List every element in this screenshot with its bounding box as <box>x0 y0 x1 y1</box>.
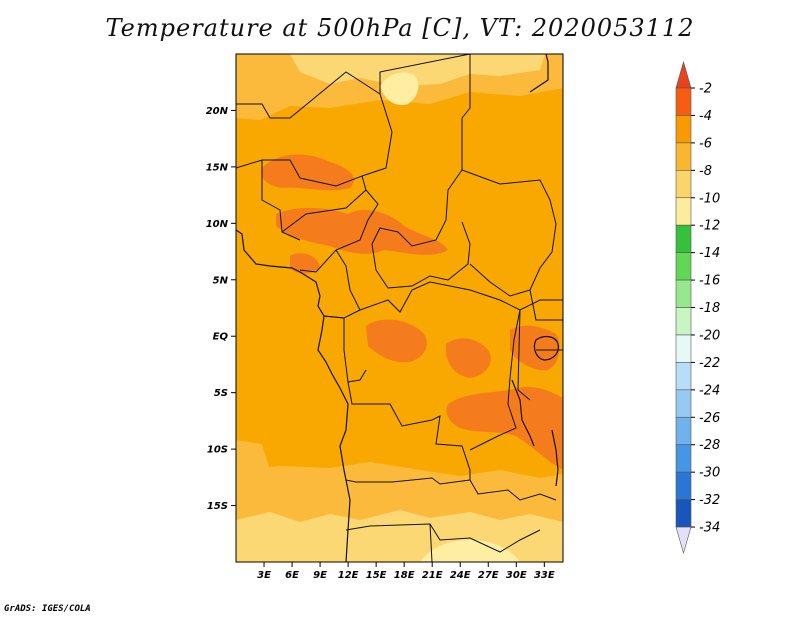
coast-lake-tanganyika <box>511 379 535 447</box>
colorbar-top-arrow <box>675 60 692 89</box>
colorbar-swatch <box>675 142 692 171</box>
lat-tick-label: EQ <box>213 332 229 343</box>
border-algeria-mali <box>236 53 471 119</box>
colorbar-label: -10 <box>699 191 720 206</box>
colorbar-swatch <box>675 499 692 528</box>
border-chad-sudan <box>371 169 463 247</box>
colorbar-swatch <box>675 87 692 116</box>
coast-lake-victoria <box>533 335 559 361</box>
lon-tick-label: 30E <box>506 570 527 581</box>
coastline <box>235 53 559 563</box>
longitude-axis: 3E 6E 9E 12E 15E 18E 21E 24E 27E 30E 33E <box>257 562 555 581</box>
field-warm-rift <box>446 386 563 470</box>
colorbar: -2 -4 -6 -8 -10 -12 -14 -16 -18 -20 -22 -24 -26 -28 -3… <box>675 60 720 555</box>
border-drc-east <box>469 309 521 451</box>
field-cool-west-strip <box>236 440 270 490</box>
coast-west-africa <box>235 229 351 563</box>
lat-tick-label: 15S <box>207 501 228 512</box>
field-warm-sahel <box>261 154 354 191</box>
colorbar-swatch <box>675 252 692 281</box>
colorbar-label: -20 <box>699 328 720 343</box>
colorbar-swatch <box>675 334 692 363</box>
colorbar-swatch <box>675 389 692 418</box>
colorbar-swatch <box>675 279 692 308</box>
colorbar-swatch <box>675 471 692 500</box>
border-niger-chad <box>361 93 393 177</box>
border-botswana <box>345 523 541 553</box>
country-borders <box>235 53 563 563</box>
border-zambia <box>469 479 557 501</box>
field-cooler-north <box>290 54 545 86</box>
latitude-axis: 20N 15N 10N 5N EQ 5S 10S 15S <box>206 106 236 512</box>
border-angola-south <box>345 477 471 485</box>
border-sudan-east <box>461 169 557 297</box>
border-gabon <box>323 315 367 383</box>
lon-tick-label: 33E <box>534 570 555 581</box>
border-nigeria <box>281 189 379 273</box>
field-warm-congo <box>366 319 427 363</box>
colorbar-swatch <box>675 224 692 253</box>
colorbar-label: -32 <box>699 493 720 508</box>
border-namibia <box>429 523 433 563</box>
border-sahel-south <box>235 159 301 241</box>
grads-credit: GrADS: IGES/COLA <box>4 604 91 614</box>
colorbar-swatch <box>675 197 692 226</box>
lon-tick-label: 21E <box>422 570 443 581</box>
lat-tick-label: 10N <box>206 219 229 230</box>
colorbar-label: -2 <box>699 82 712 97</box>
field-coolest-south <box>420 540 520 562</box>
lon-tick-label: 6E <box>285 570 299 581</box>
field-warm-central <box>445 338 491 378</box>
border-congo <box>359 281 563 313</box>
colorbar-swatch <box>675 416 692 446</box>
colorbar-label: -6 <box>699 136 712 151</box>
colorbar-label: -8 <box>699 164 712 179</box>
lat-tick-label: 5N <box>213 275 229 286</box>
field-coolest-north <box>380 72 419 106</box>
temperature-field <box>236 54 563 562</box>
colorbar-swatch <box>675 115 692 144</box>
colorbar-label: -14 <box>699 246 720 261</box>
colorbar-swatch <box>675 362 692 391</box>
colorbar-label: -28 <box>699 438 720 453</box>
colorbar-label: -30 <box>699 466 720 481</box>
lon-tick-label: 3E <box>257 570 271 581</box>
field-warm-west <box>290 253 320 274</box>
colorbar-label: -4 <box>699 109 712 124</box>
lat-tick-label: 15N <box>206 162 229 173</box>
border-drc-west <box>347 381 471 480</box>
lon-tick-label: 9E <box>313 570 327 581</box>
chart-title: Temperature at 500hPa [C], VT: 202005311… <box>105 14 695 42</box>
colorbar-bottom-arrow <box>675 526 692 555</box>
colorbar-label: -16 <box>699 274 720 289</box>
lat-tick-label: 5S <box>214 388 228 399</box>
border-car <box>371 221 471 289</box>
lon-tick-label: 18E <box>394 570 415 581</box>
field-cooler-south <box>236 510 563 562</box>
colorbar-label: -22 <box>699 356 720 371</box>
coast-red-sea <box>529 53 549 93</box>
lat-tick-label: 10S <box>207 445 228 456</box>
border-libya-egypt <box>461 54 471 170</box>
colorbar-label: -24 <box>699 383 720 398</box>
lon-tick-label: 27E <box>478 570 499 581</box>
coast-lake-malawi <box>551 429 559 487</box>
colorbar-label: -18 <box>699 301 720 316</box>
lon-tick-label: 15E <box>366 570 387 581</box>
lat-tick-label: 20N <box>206 106 229 117</box>
colorbar-swatch <box>675 170 692 199</box>
field-warm-chad <box>276 207 448 255</box>
border-mali-niger <box>262 159 367 191</box>
map-frame <box>235 53 564 563</box>
colorbar-swatch <box>675 444 692 473</box>
lon-tick-label: 12E <box>338 570 359 581</box>
colorbar-label: -34 <box>699 521 720 536</box>
colorbar-label: -26 <box>699 411 720 426</box>
lon-tick-label: 24E <box>450 570 471 581</box>
colorbar-label: -12 <box>699 219 720 234</box>
colorbar-swatch <box>675 307 692 336</box>
